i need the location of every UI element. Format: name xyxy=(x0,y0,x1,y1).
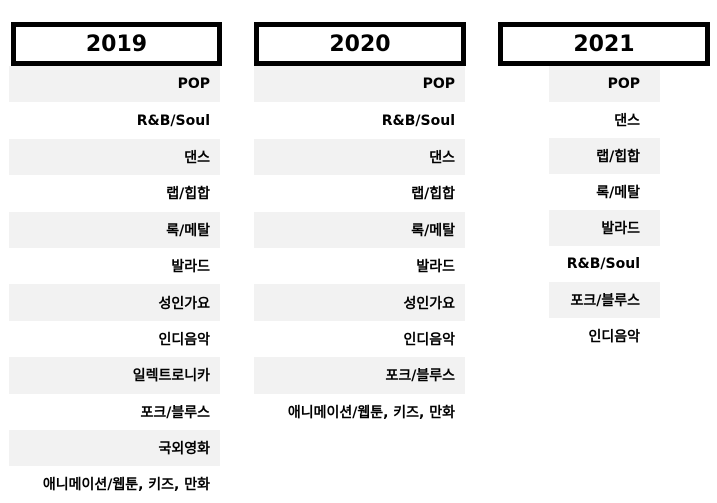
genre-item: 포크/블루스 xyxy=(140,404,210,421)
genre-item: 인디음악 xyxy=(158,331,210,348)
genre-item: 국외영화 xyxy=(9,429,220,467)
column-2020: 2020 POP R&B/Soul 댄스 랩/힙합 록/메탈 발라드 성인가요 … xyxy=(254,22,466,430)
genre-item: 포크/블루스 xyxy=(254,357,465,394)
genre-list-2019: POP R&B/Soul 댄스 랩/힙합 록/메탈 발라드 성인가요 인디음악 … xyxy=(9,66,220,503)
genre-item: 랩/힙합 xyxy=(166,186,210,203)
column-2021: 2021 POP 댄스 랩/힙합 록/메탈 발라드 R&B/Soul 포크/블루… xyxy=(498,22,717,354)
genre-item: 랩/힙합 xyxy=(549,138,660,174)
genre-item: 록/메탈 xyxy=(596,185,640,201)
genre-item: 인디음악 xyxy=(588,329,640,345)
genre-item: 댄스 xyxy=(9,138,220,176)
genre-list-2020: POP R&B/Soul 댄스 랩/힙합 록/메탈 발라드 성인가요 인디음악 … xyxy=(254,66,465,430)
genre-item: 발라드 xyxy=(549,210,660,246)
genre-item: R&B/Soul xyxy=(566,256,640,272)
genre-item: 애니메이션/웹툰, 키즈, 만화 xyxy=(287,404,455,421)
genre-item: R&B/Soul xyxy=(136,112,210,129)
year-header-2019: 2019 xyxy=(11,22,222,66)
year-header-2020: 2020 xyxy=(254,22,466,66)
genre-item: POP xyxy=(9,66,220,103)
genre-item: 발라드 xyxy=(416,259,455,276)
column-2019: 2019 POP R&B/Soul 댄스 랩/힙합 록/메탈 발라드 성인가요 … xyxy=(9,22,222,503)
genre-item: 댄스 xyxy=(614,113,640,129)
genre-item: 포크/블루스 xyxy=(549,282,660,318)
genre-item: 일렉트로니카 xyxy=(9,357,220,394)
genre-item: 발라드 xyxy=(171,259,210,276)
genre-item: R&B/Soul xyxy=(381,112,455,129)
genre-item: 록/메탈 xyxy=(254,211,465,248)
genre-item: 랩/힙합 xyxy=(411,186,455,203)
genre-item: 인디음악 xyxy=(403,331,455,348)
genre-item: POP xyxy=(254,66,465,103)
genre-item: 댄스 xyxy=(254,138,465,176)
genre-item: 성인가요 xyxy=(9,284,220,321)
genre-list-2021: POP 댄스 랩/힙합 록/메탈 발라드 R&B/Soul 포크/블루스 인디음… xyxy=(549,66,717,354)
year-header-2021: 2021 xyxy=(498,22,710,66)
genre-item: 록/메탈 xyxy=(9,211,220,248)
genre-item: 성인가요 xyxy=(254,284,465,321)
genre-item: POP xyxy=(549,66,660,102)
genre-item: 애니메이션/웹툰, 키즈, 만화 xyxy=(42,477,210,494)
